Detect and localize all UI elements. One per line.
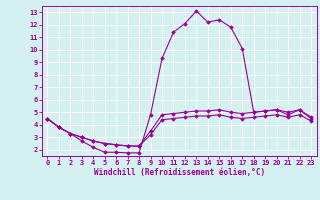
X-axis label: Windchill (Refroidissement éolien,°C): Windchill (Refroidissement éolien,°C) [94, 168, 265, 177]
